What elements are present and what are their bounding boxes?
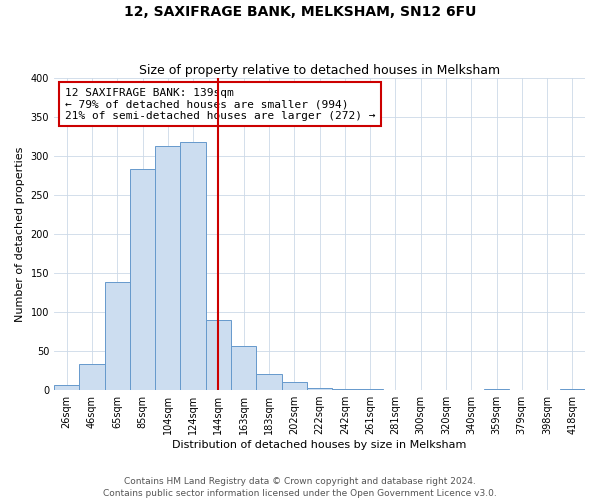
Title: Size of property relative to detached houses in Melksham: Size of property relative to detached ho… <box>139 64 500 77</box>
Bar <box>155 146 181 390</box>
Bar <box>256 374 281 390</box>
Bar <box>104 282 130 390</box>
Bar <box>79 364 104 390</box>
Bar <box>130 170 155 390</box>
X-axis label: Distribution of detached houses by size in Melksham: Distribution of detached houses by size … <box>172 440 467 450</box>
Bar <box>181 142 206 390</box>
Bar <box>54 384 79 390</box>
Text: 12 SAXIFRAGE BANK: 139sqm
← 79% of detached houses are smaller (994)
21% of semi: 12 SAXIFRAGE BANK: 139sqm ← 79% of detac… <box>65 88 375 120</box>
Text: Contains HM Land Registry data © Crown copyright and database right 2024.
Contai: Contains HM Land Registry data © Crown c… <box>103 476 497 498</box>
Text: 12, SAXIFRAGE BANK, MELKSHAM, SN12 6FU: 12, SAXIFRAGE BANK, MELKSHAM, SN12 6FU <box>124 5 476 19</box>
Bar <box>206 320 231 390</box>
Y-axis label: Number of detached properties: Number of detached properties <box>15 146 25 322</box>
Bar <box>307 388 332 390</box>
Bar <box>281 382 307 390</box>
Bar <box>231 346 256 390</box>
Bar <box>560 388 585 390</box>
